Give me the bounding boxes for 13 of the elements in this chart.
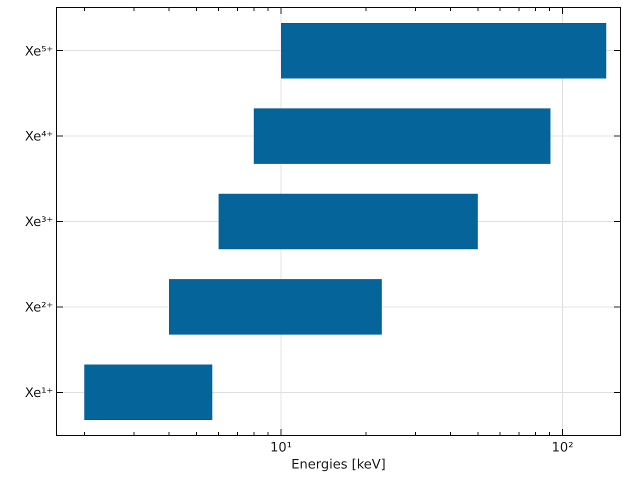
bar [169, 279, 382, 335]
y-tick-label: Xe³⁺ [24, 215, 54, 230]
bar [254, 108, 550, 164]
bar [218, 194, 478, 250]
x-tick-label: 10² [552, 440, 574, 456]
y-tick-label: Xe⁴⁺ [24, 130, 54, 145]
y-tick-label: Xe⁵⁺ [24, 44, 54, 60]
y-tick-label: Xe¹⁺ [24, 386, 54, 401]
y-tick-label: Xe²⁺ [24, 300, 54, 316]
x-tick-label: 10¹ [270, 440, 292, 456]
bar [281, 22, 606, 78]
x-axis-title: Energies [keV] [291, 457, 386, 472]
bar [84, 364, 212, 420]
